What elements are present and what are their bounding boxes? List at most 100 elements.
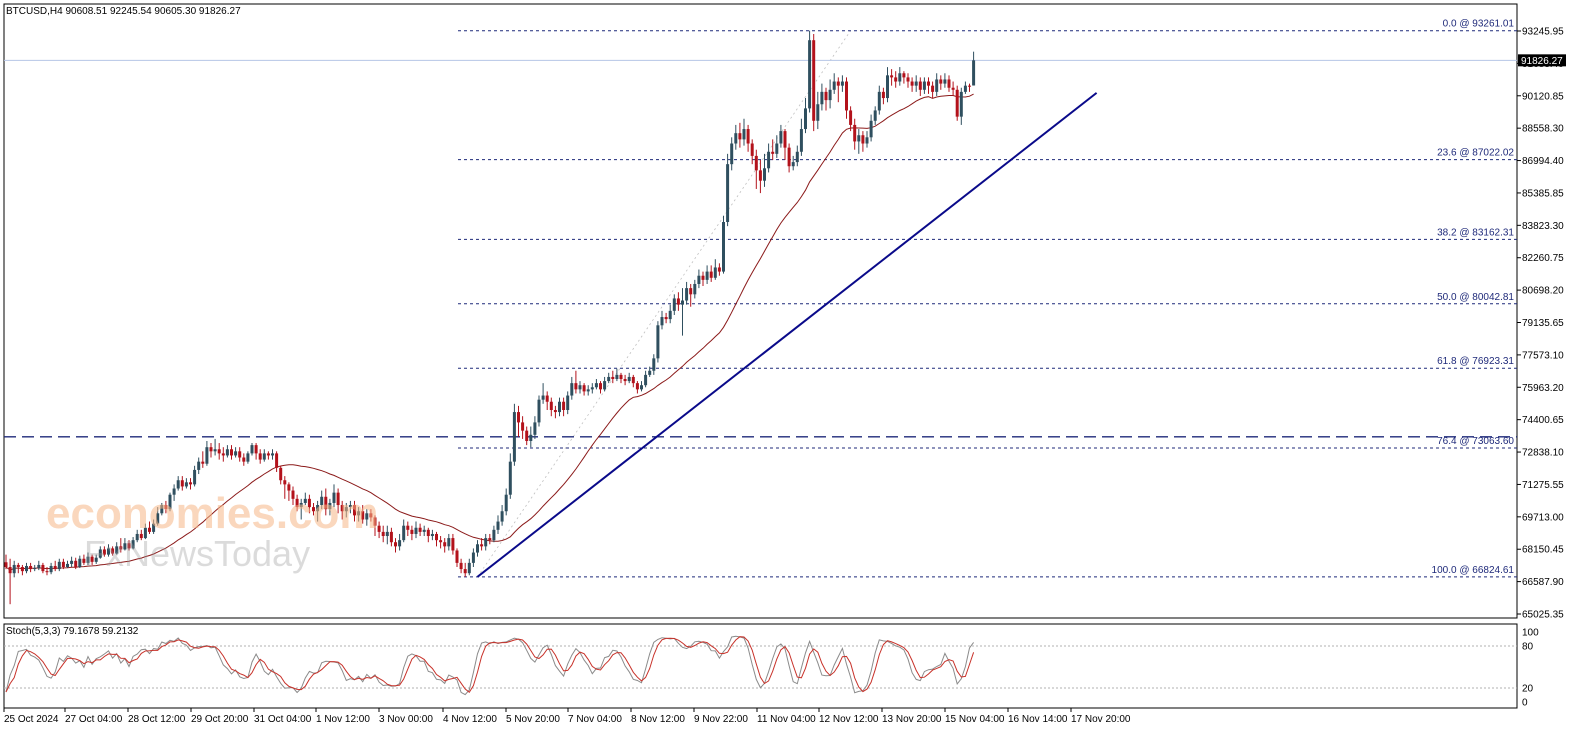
candle-body (37, 564, 41, 569)
time-tick-label: 28 Oct 12:00 (128, 714, 186, 725)
last-price-label: 91826.27 (1521, 56, 1563, 67)
candle-body (332, 492, 336, 503)
candle-body (746, 129, 750, 144)
candle-body (225, 449, 229, 456)
candle-body (582, 385, 586, 392)
candle-body (299, 502, 303, 508)
candle-body (258, 453, 262, 460)
candle-body (45, 571, 49, 573)
candle-body (541, 395, 545, 400)
candle-body (812, 40, 816, 121)
candle-body (234, 451, 238, 456)
time-tick-label: 7 Nov 04:00 (568, 714, 622, 725)
price-tick-label: 88558.30 (1522, 124, 1564, 135)
candle-body (135, 533, 139, 541)
candle-body (529, 434, 533, 441)
candle-body (951, 87, 955, 90)
stochastic-panel: 25 Oct 2024 27 Oct 04:00 28 Oct 12:00 29 Oc… (3, 623, 1539, 725)
candle-body (922, 81, 926, 90)
candle-body (644, 374, 648, 386)
candle-body (795, 151, 799, 163)
candle-body (492, 529, 496, 541)
candle-body (201, 461, 205, 464)
candle-body (365, 513, 369, 520)
trendline (476, 92, 1098, 578)
candle-body (779, 131, 783, 144)
candle-body (66, 563, 69, 568)
candle-body (771, 151, 775, 154)
time-tick-label: 4 Nov 12:00 (443, 714, 497, 725)
candle-body (804, 108, 807, 130)
stochastic-k-line (5, 635, 975, 696)
candle-body (615, 374, 619, 380)
candle-body (865, 137, 869, 144)
candle-body (279, 467, 283, 481)
candle-body (660, 317, 664, 326)
candle-body (57, 561, 61, 570)
candle-body (558, 401, 561, 413)
candle-body (102, 549, 106, 555)
candle-body (455, 550, 459, 563)
candle-body (230, 449, 233, 456)
candle-body (656, 325, 660, 359)
fib-level-label: 76.4 @ 73063.60 (1437, 436, 1514, 447)
time-tick-label: 17 Nov 20:00 (1071, 714, 1131, 725)
candle-body (176, 480, 180, 489)
price-tick-label: 69713.00 (1522, 512, 1564, 523)
candle-body (8, 567, 12, 574)
candle-body (94, 557, 98, 562)
candle-body (250, 445, 254, 454)
candle-body (152, 523, 156, 532)
candle-body (808, 40, 812, 109)
candle-body (115, 546, 119, 554)
candle-body (98, 549, 102, 558)
candle-body (484, 538, 488, 547)
candle-body (767, 151, 771, 169)
candle-body (619, 374, 623, 380)
candle-body (295, 498, 299, 508)
candle-body (890, 75, 894, 78)
candle-body (562, 401, 566, 411)
price-tick-label: 90120.85 (1522, 91, 1564, 102)
fib-level-label: 61.8 @ 76923.31 (1437, 356, 1514, 367)
candle-body (861, 135, 865, 144)
candle-body (119, 546, 123, 550)
price-tick-label: 82260.75 (1522, 253, 1564, 264)
candle-body (4, 562, 8, 568)
candle-body (537, 399, 541, 423)
candle-body (820, 91, 824, 105)
candle-body (426, 529, 430, 537)
candle-body (955, 89, 959, 117)
candle-body (849, 110, 853, 125)
candle-body (648, 370, 652, 375)
stochastic-d-line (5, 636, 975, 694)
candle-body (443, 542, 447, 547)
candle-body (439, 540, 443, 543)
candle-body (681, 300, 684, 305)
candle-body (357, 511, 361, 516)
stochastic-tick-label: 100 (1522, 628, 1539, 639)
candle-body (262, 453, 266, 460)
candle-body (49, 565, 53, 573)
candle-body (857, 135, 861, 142)
candle-body (750, 143, 754, 156)
time-tick-label: 3 Nov 00:00 (379, 714, 433, 725)
candle-body (545, 395, 549, 402)
candle-body (451, 538, 455, 551)
candle-body (972, 60, 976, 86)
candle-body (16, 564, 20, 568)
candle-body (156, 513, 160, 524)
candle-body (963, 85, 967, 92)
candle-body (184, 482, 188, 487)
candle-body (254, 445, 258, 454)
candle-body (869, 120, 873, 138)
candle-body (86, 556, 90, 563)
candle-body (968, 85, 971, 87)
stochastic-tick-label: 0 (1522, 698, 1528, 709)
candle-body (508, 461, 512, 495)
candle-body (840, 81, 844, 86)
candle-body (738, 133, 742, 140)
candle-body (361, 511, 365, 520)
candle-body (377, 525, 381, 532)
